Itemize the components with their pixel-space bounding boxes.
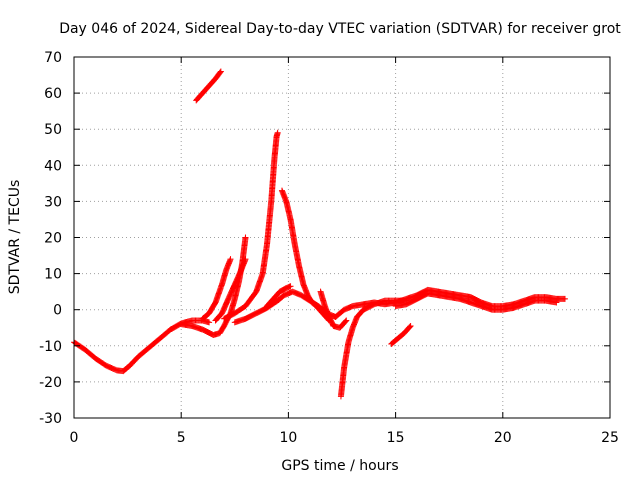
axis-ticks: 0 5 10 15 20 25 -30 -20 -10 0 10 20 30 40 50 60 70	[39, 50, 619, 446]
data-point-marker	[242, 234, 249, 241]
data-point-marker	[406, 323, 413, 330]
series-segment-rise-branch-a	[199, 256, 234, 322]
x-tick-label: 25	[601, 430, 619, 446]
x-axis-label: GPS time / hours	[281, 458, 398, 474]
data-points	[71, 68, 568, 400]
chart-title: Day 046 of 2024, Sidereal Day-to-day VTE…	[59, 21, 621, 37]
data-point-marker	[561, 295, 568, 302]
data-point-marker	[242, 256, 249, 263]
y-tick-label: -30	[39, 411, 62, 427]
data-point-marker	[274, 129, 281, 136]
series-segment-short-branch	[388, 322, 414, 347]
y-tick-label: 10	[44, 267, 62, 283]
x-tick-label: 10	[279, 430, 297, 446]
x-tick-label: 15	[387, 430, 405, 446]
y-tick-label: 60	[44, 86, 62, 102]
series-segment-spike-rise	[221, 129, 281, 322]
series-segment-high-segment	[193, 68, 224, 104]
series-segment-recovery-lower	[392, 290, 560, 313]
series-segment-deep-dip	[337, 297, 410, 400]
data-point-marker	[553, 299, 560, 306]
data-point-marker	[342, 318, 349, 325]
y-axis-label: SDTVAR / TECUs	[7, 180, 23, 295]
data-point-marker	[227, 256, 234, 263]
data-point-marker	[287, 283, 294, 290]
series-segment-rise-branch-b	[212, 256, 249, 324]
data-point-marker	[343, 317, 350, 324]
data-point-marker	[407, 322, 414, 329]
x-tick-label: 20	[494, 430, 512, 446]
data-point-marker	[206, 319, 213, 326]
x-tick-label: 5	[177, 430, 186, 446]
y-tick-label: 0	[53, 303, 62, 319]
series-segment-mid-branch	[263, 283, 294, 310]
series-segment-notch-branch	[317, 288, 350, 331]
data-point-marker	[217, 68, 224, 75]
y-tick-label: 30	[44, 194, 62, 210]
y-tick-label: -20	[39, 375, 62, 391]
y-tick-label: 50	[44, 122, 62, 138]
x-tick-label: 0	[70, 430, 79, 446]
y-tick-label: 20	[44, 231, 62, 247]
y-tick-label: -10	[39, 339, 62, 355]
y-tick-label: 40	[44, 158, 62, 174]
series-segment-main-trace	[71, 317, 213, 375]
y-tick-label: 70	[44, 50, 62, 66]
data-point-marker	[217, 69, 224, 76]
